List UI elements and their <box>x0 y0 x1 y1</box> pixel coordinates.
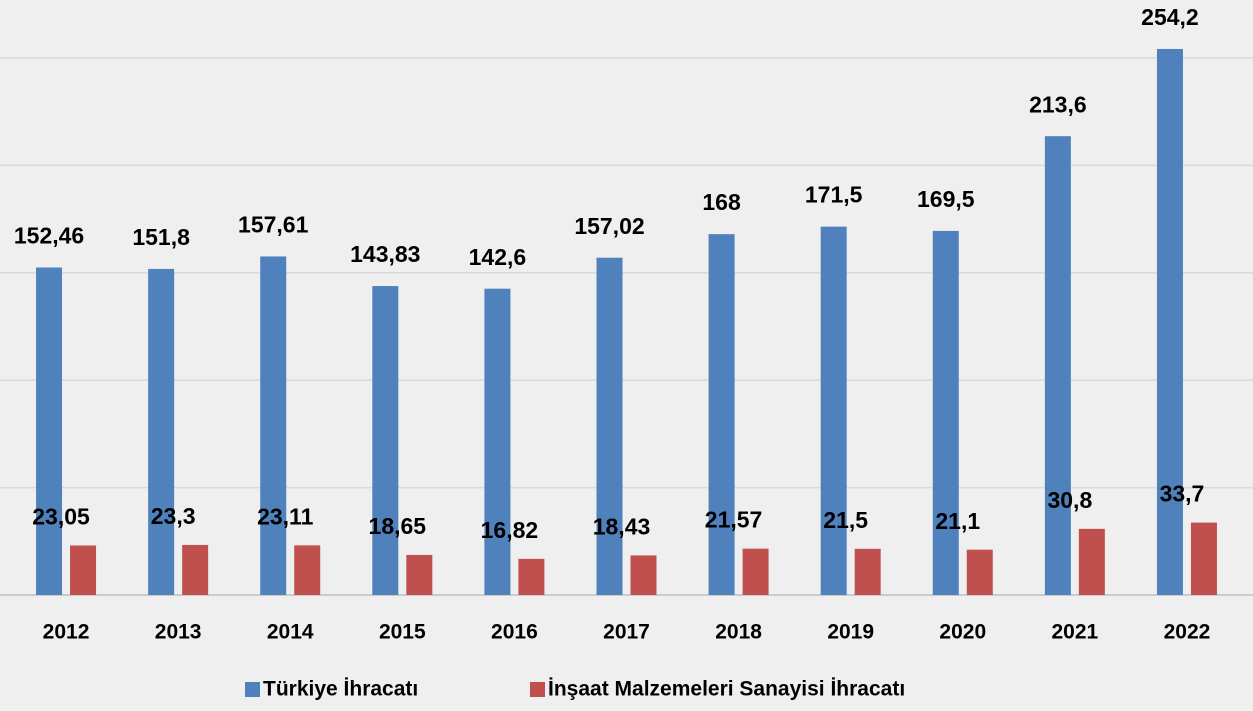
data-label: 157,61 <box>238 212 309 238</box>
data-label: 157,02 <box>574 213 644 239</box>
data-label: 23,11 <box>257 503 313 529</box>
legend-swatch <box>530 682 545 697</box>
data-label: 21,5 <box>823 507 868 533</box>
data-label: 143,83 <box>350 241 420 267</box>
x-tick-label: 2017 <box>603 621 650 644</box>
data-label: 152,46 <box>14 223 84 249</box>
bar <box>932 230 959 595</box>
bar <box>372 286 399 595</box>
data-label: 33,7 <box>1160 481 1205 507</box>
data-label: 21,57 <box>705 507 763 533</box>
x-tick-label: 2013 <box>155 621 202 644</box>
bar <box>260 256 287 595</box>
bar <box>518 558 545 595</box>
data-label: 23,3 <box>151 503 196 529</box>
x-tick-label: 2022 <box>1164 621 1211 644</box>
bar <box>1156 48 1183 595</box>
bar <box>596 257 623 595</box>
bar <box>484 288 511 595</box>
bar <box>742 548 769 595</box>
x-tick-label: 2021 <box>1052 621 1099 644</box>
data-label: 254,2 <box>1141 4 1199 30</box>
bar <box>148 268 175 595</box>
data-label: 18,43 <box>593 513 651 539</box>
data-label: 30,8 <box>1047 487 1092 513</box>
x-tick-label: 2016 <box>491 621 538 644</box>
bar <box>36 267 63 595</box>
bar <box>70 545 97 595</box>
x-tick-label: 2020 <box>939 621 986 644</box>
legend-label: Türkiye İhracatı <box>263 678 418 701</box>
bar <box>1190 522 1217 595</box>
data-label: 151,8 <box>132 224 190 250</box>
data-label: 21,1 <box>935 508 980 534</box>
data-label: 171,5 <box>805 182 863 208</box>
data-label: 16,82 <box>481 517 539 543</box>
bar <box>1078 528 1105 595</box>
x-tick-label: 2018 <box>715 621 762 644</box>
x-tick-label: 2019 <box>827 621 874 644</box>
x-tick-label: 2012 <box>43 621 90 644</box>
bar <box>406 554 433 595</box>
data-label: 213,6 <box>1029 91 1087 117</box>
bar <box>182 544 209 595</box>
bar <box>708 234 735 595</box>
data-label: 168 <box>702 189 741 215</box>
bar <box>294 545 321 595</box>
bar <box>630 555 657 595</box>
bar <box>854 548 881 595</box>
bar <box>820 226 847 595</box>
bar <box>966 549 993 595</box>
data-label: 23,05 <box>32 504 90 530</box>
legend-swatch <box>245 682 260 697</box>
data-label: 169,5 <box>917 186 975 212</box>
data-label: 18,65 <box>369 513 427 539</box>
x-tick-label: 2015 <box>379 621 426 644</box>
x-tick-label: 2014 <box>267 621 314 644</box>
bar <box>1044 136 1071 595</box>
legend-label: İnşaat Malzemeleri Sanayisi İhracatı <box>548 678 905 701</box>
data-label: 142,6 <box>469 244 527 270</box>
